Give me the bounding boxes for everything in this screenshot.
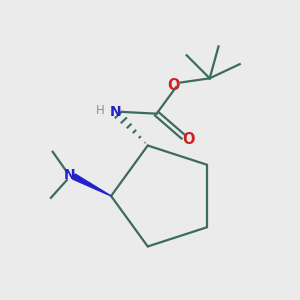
- Text: N: N: [110, 105, 122, 119]
- Polygon shape: [73, 174, 111, 196]
- Text: O: O: [167, 77, 179, 92]
- Text: N: N: [64, 169, 76, 182]
- Text: H: H: [96, 103, 104, 117]
- Text: O: O: [182, 132, 195, 147]
